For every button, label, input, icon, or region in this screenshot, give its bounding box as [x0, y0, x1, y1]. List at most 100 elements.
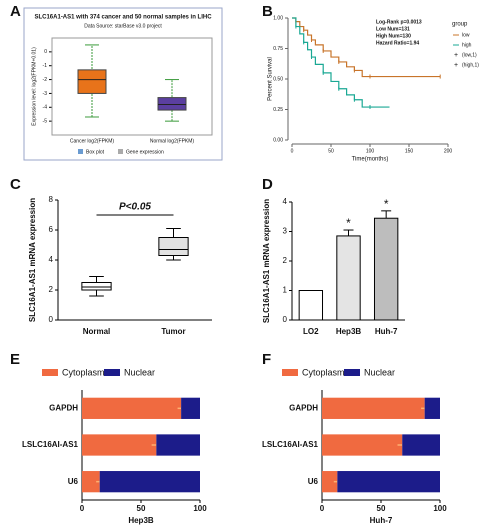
- x-tick-label: Normal log2(FPKM): [150, 138, 195, 144]
- panel-label: B: [262, 3, 273, 20]
- legend-marker: +: [454, 62, 458, 69]
- bar-segment: [322, 397, 425, 419]
- bar-segment: [99, 471, 200, 493]
- y-tick-label: -3: [43, 91, 48, 97]
- legend-label: Gene expression: [126, 149, 164, 155]
- y-tick-label: 8: [49, 195, 54, 204]
- legend-label: (low,1): [462, 52, 477, 58]
- y-tick-label: 6: [49, 225, 54, 234]
- box: [157, 97, 187, 111]
- x-tick-label: 100: [366, 148, 375, 154]
- panel-label: F: [262, 351, 271, 368]
- legend-swatch: [104, 369, 120, 376]
- box: [158, 237, 189, 256]
- y-tick-label: 2: [283, 256, 288, 265]
- legend-swatch: [344, 369, 360, 376]
- annotation: P<0.05: [119, 202, 151, 213]
- x-axis-label: Huh-7: [370, 516, 393, 525]
- y-tick-label: 0: [44, 49, 47, 55]
- legend-swatch: [118, 149, 123, 154]
- bar-segment: [82, 397, 182, 419]
- significance-mark: *: [384, 197, 389, 211]
- y-tick-label: 3: [283, 227, 288, 236]
- legend-label: (high,1): [462, 62, 479, 68]
- legend-swatch: [78, 149, 83, 154]
- x-tick-label: 100: [433, 504, 447, 513]
- x-tick-label: 0: [320, 504, 325, 513]
- y-tick-label: 0: [283, 315, 288, 324]
- y-tick-label: LSLC16AI-AS1: [22, 440, 79, 449]
- survival-curve: [292, 17, 390, 108]
- legend-label: high: [462, 42, 472, 48]
- bar-segment: [156, 434, 200, 456]
- legend-marker: +: [454, 52, 458, 59]
- chart-title: SLC16A1-AS1 with 374 cancer and 50 norma…: [34, 15, 212, 21]
- legend-label: Nuclear: [364, 367, 395, 377]
- x-tick-label: Tumor: [161, 327, 185, 336]
- panel-label: C: [10, 176, 21, 193]
- y-tick-label: 4: [49, 255, 54, 264]
- bar-segment: [322, 434, 403, 456]
- x-tick-label: Huh-7: [375, 327, 398, 336]
- plot-border: [51, 37, 213, 136]
- panel-label: E: [10, 351, 20, 368]
- x-tick-label: 100: [193, 504, 207, 513]
- y-tick-label: -2: [43, 77, 48, 83]
- y-axis-label: SLC16A1-AS1 mRNA expression: [28, 198, 37, 322]
- bar-segment: [337, 471, 440, 493]
- x-tick-label: 50: [328, 148, 334, 154]
- chart-subtitle: Data Source: starBase v3.0 project: [84, 23, 162, 29]
- x-tick-label: 150: [405, 148, 414, 154]
- x-tick-label: 50: [377, 504, 386, 513]
- x-tick-label: 200: [444, 148, 453, 154]
- x-tick-label: Cancer log2(FPKM): [70, 138, 115, 144]
- annotation: High Num=130: [376, 33, 411, 39]
- y-tick-label: U6: [68, 477, 79, 486]
- legend-label: Box plot: [86, 149, 105, 155]
- y-tick-label: -5: [43, 118, 48, 124]
- bar-segment: [402, 434, 440, 456]
- annotation: Log-Rank p=0.0013: [376, 19, 422, 25]
- bar: [373, 217, 399, 321]
- x-axis-label: Hep3B: [128, 516, 154, 525]
- bar-segment: [424, 397, 440, 419]
- y-tick-label: 0.75: [273, 46, 283, 52]
- annotation: Hazard Ratio=1.94: [376, 40, 419, 46]
- y-tick-label: GAPDH: [49, 403, 78, 412]
- box: [81, 282, 112, 291]
- y-tick-label: 0.00: [273, 137, 283, 143]
- legend-label: Cytoplasm: [62, 367, 105, 377]
- legend-swatch: [42, 369, 58, 376]
- y-tick-label: -4: [43, 105, 48, 111]
- legend-label: Nuclear: [124, 367, 155, 377]
- significance-mark: *: [346, 216, 351, 230]
- bar: [336, 235, 361, 321]
- y-tick-label: 2: [49, 285, 54, 294]
- panel-label: D: [262, 176, 273, 193]
- y-tick-label: 1.00: [273, 15, 283, 21]
- y-tick-label: 0: [49, 315, 54, 324]
- x-tick-label: 50: [137, 504, 146, 513]
- box: [77, 69, 107, 94]
- y-axis-label: Percent Survival: [268, 57, 274, 101]
- bar: [298, 290, 324, 321]
- bar-segment: [181, 397, 200, 419]
- y-axis-label: SLC16A1-AS1 mRNA expression: [262, 199, 271, 323]
- x-tick-label: 0: [291, 148, 294, 154]
- y-tick-label: 0.50: [273, 76, 283, 82]
- legend-label: low: [462, 32, 470, 38]
- panel-label: A: [10, 3, 21, 20]
- y-tick-label: U6: [308, 477, 319, 486]
- bar-segment: [322, 471, 338, 493]
- x-axis-label: Time(months): [352, 157, 389, 163]
- x-tick-label: 0: [80, 504, 85, 513]
- y-tick-label: 4: [283, 197, 288, 206]
- survival-curve: [292, 17, 441, 78]
- x-tick-label: Normal: [83, 327, 111, 336]
- y-tick-label: -1: [43, 63, 48, 69]
- y-tick-label: 1: [283, 286, 288, 295]
- x-tick-label: Hep3B: [336, 327, 362, 336]
- bar-segment: [82, 434, 157, 456]
- panel-a-frame: [23, 7, 223, 161]
